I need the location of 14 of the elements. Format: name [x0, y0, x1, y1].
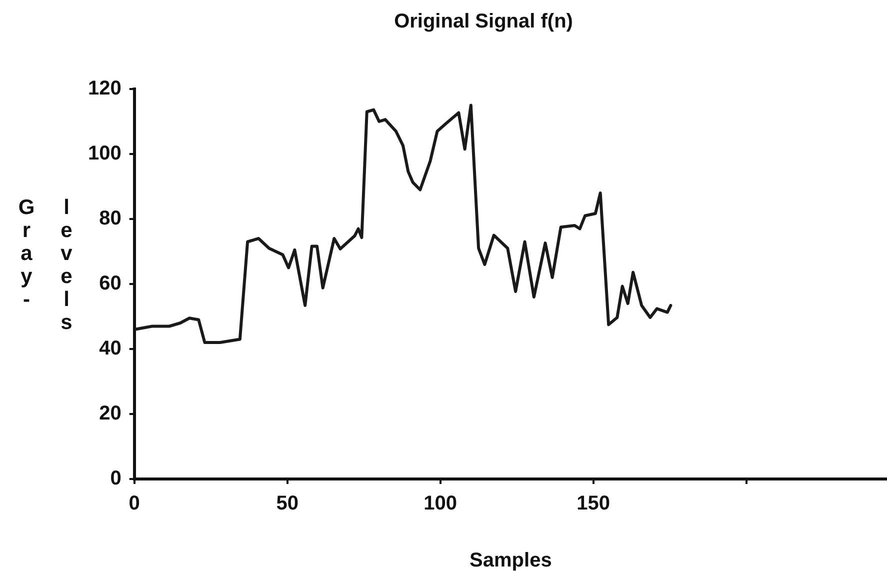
- y-tick-label: 0: [110, 468, 122, 490]
- y-axis-title: Gray-levels: [14, 196, 79, 334]
- y-tick-label: 40: [99, 338, 122, 360]
- y-tick-label: 120: [88, 78, 122, 100]
- x-axis-title: Samples: [470, 550, 552, 572]
- y-tick-label: 60: [99, 272, 122, 295]
- x-tick-label: 100: [424, 492, 458, 515]
- chart-title: Original Signal f(n): [394, 10, 573, 33]
- x-tick-label: 0: [128, 492, 140, 515]
- x-tick-label: 150: [576, 492, 610, 515]
- y-tick-label: 100: [88, 142, 122, 165]
- y-tick-label: 20: [99, 402, 122, 425]
- y-tick-label: 80: [99, 208, 122, 230]
- x-tick-label: 50: [276, 492, 298, 515]
